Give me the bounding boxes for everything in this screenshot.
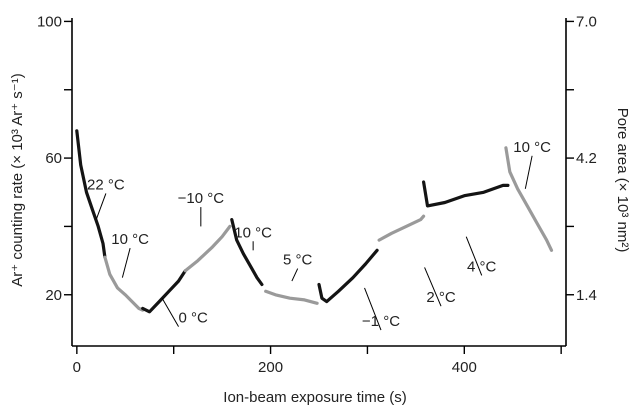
annotation-leader (364, 287, 382, 331)
x-tick-label: 200 (258, 359, 283, 376)
axes-layer: 0 200 400 100 60 20 7.0 4.2 1.4 (37, 13, 597, 376)
annotation-label: −10 °C (178, 190, 225, 207)
annotation-label: 0 °C (179, 310, 209, 327)
annotation-leader (95, 193, 107, 220)
annotation-label: 5 °C (283, 252, 313, 269)
series-layer (75, 129, 554, 314)
annotation-label: 10 °C (513, 139, 551, 156)
annotation-leader (121, 247, 131, 278)
annotation-label: 10 °C (234, 224, 272, 241)
annotation-label: 2 °C (426, 289, 456, 306)
series-segment-3-black (141, 269, 187, 314)
y2-tick-label: 4.2 (576, 150, 597, 167)
y-axis-title: Ar⁺ counting rate (× 10³ Ar⁺ s⁻¹) (9, 73, 26, 286)
annotation-label: 10 °C (111, 231, 149, 248)
annotation-leader (291, 268, 299, 282)
x-tick-label: 0 (73, 359, 81, 376)
series-segment-7-black (317, 248, 379, 304)
annotation-label: 4 °C (467, 258, 497, 275)
series-segment-2-gray (103, 255, 145, 312)
annotation-label: −1 °C (362, 313, 400, 330)
series-segment-1-black (75, 129, 107, 259)
annotation-leader (465, 236, 483, 276)
y-tick-label: 100 (37, 13, 62, 30)
y2-axis-title: Pore area (× 10³ nm²) (614, 108, 629, 253)
annotation-leader (424, 267, 442, 307)
series-segment-8-gray (377, 214, 426, 242)
series-segment-10-gray (504, 146, 554, 252)
annotation-leader (524, 155, 533, 189)
x-tick-label: 400 (452, 359, 477, 376)
annotation-layer: 22 °C 10 °C −10 °C 10 °C 5 °C 0 °C −1 °C 2 °C 4 … (87, 139, 551, 331)
y-tick-label: 60 (45, 150, 62, 167)
y2-tick-label: 7.0 (576, 13, 597, 30)
series-segment-9-black (422, 180, 510, 208)
y2-tick-label: 1.4 (576, 287, 597, 304)
annotation-label: 22 °C (87, 176, 125, 193)
series-segment-5-black (230, 218, 264, 287)
series-segment-4-gray (183, 224, 232, 273)
y-tick-label: 20 (45, 287, 62, 304)
x-axis-title: Ion-beam exposure time (s) (223, 389, 406, 406)
series-segment-6-gray (264, 289, 319, 305)
annotation-leader (161, 297, 179, 327)
